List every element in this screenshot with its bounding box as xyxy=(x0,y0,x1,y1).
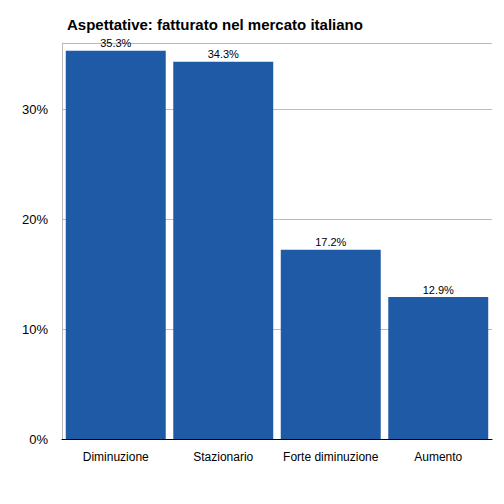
svg-text:20%: 20% xyxy=(22,212,48,227)
svg-text:0%: 0% xyxy=(29,432,48,447)
svg-text:10%: 10% xyxy=(22,322,48,337)
svg-text:34.3%: 34.3% xyxy=(208,48,239,60)
svg-text:Aumento: Aumento xyxy=(414,450,462,464)
svg-text:Aspettative: fatturato nel mer: Aspettative: fatturato nel mercato itali… xyxy=(67,16,363,33)
svg-text:30%: 30% xyxy=(22,102,48,117)
svg-text:Diminuzione: Diminuzione xyxy=(83,450,149,464)
svg-text:17.2%: 17.2% xyxy=(315,236,346,248)
svg-text:12.9%: 12.9% xyxy=(423,284,454,296)
svg-text:35.3%: 35.3% xyxy=(100,37,131,49)
svg-text:Stazionario: Stazionario xyxy=(193,450,253,464)
svg-text:Forte diminuzione: Forte diminuzione xyxy=(283,450,379,464)
